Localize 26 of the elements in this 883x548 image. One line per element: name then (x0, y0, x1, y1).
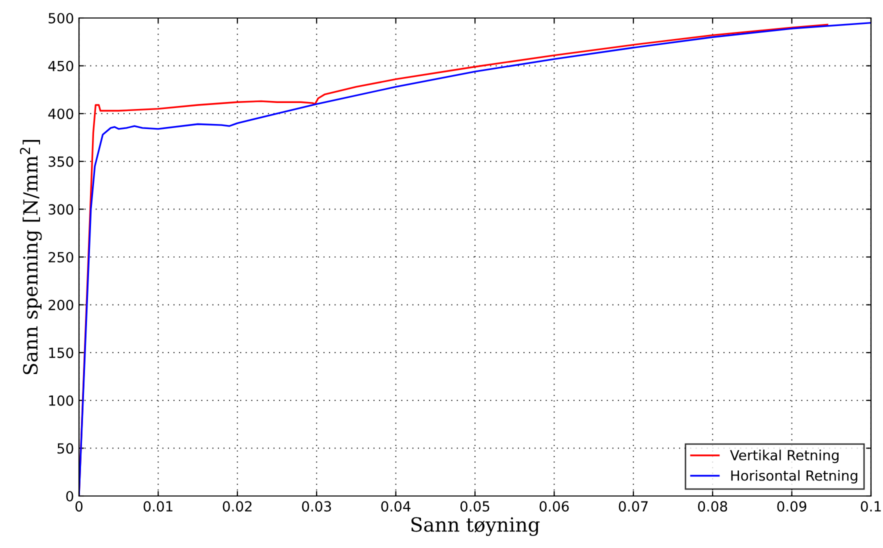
y-tick-label: 500 (48, 12, 74, 24)
x-tick-label: 0.03 (302, 501, 331, 512)
x-tick-label: 0.07 (618, 501, 648, 512)
x-tick-label: 0.06 (540, 501, 569, 512)
y-axis-title: Sann spenning [N/mm$^{2}$] (20, 140, 42, 374)
y-tick-label: 0 (66, 490, 74, 502)
x-tick-label: 0.01 (144, 501, 172, 512)
y-tick-label: 250 (48, 252, 74, 262)
y-tick-label: 100 (49, 395, 74, 406)
y-tick-label: 150 (49, 348, 74, 358)
x-axis-title: Sann tøyning (411, 517, 540, 536)
x-tick-label: 0.09 (777, 501, 806, 512)
x-tick-label: 0.02 (222, 501, 252, 512)
x-tick-label: 0.05 (460, 501, 490, 512)
y-tick-label: 300 (48, 204, 74, 215)
legend-label: Horisontal Retning (731, 470, 858, 484)
x-tick-label: 0 (75, 501, 82, 512)
y-tick-label: 350 (48, 156, 74, 167)
y-tick-label: 400 (48, 108, 74, 120)
x-tick-label: 0.04 (381, 501, 410, 512)
y-tick-label: 50 (58, 443, 74, 454)
x-tick-label: 0.08 (698, 501, 728, 512)
legend-label: Vertikal Retning (730, 450, 839, 464)
y-tick-label: 450 (48, 60, 74, 72)
x-tick-label: 0.1 (860, 501, 881, 512)
y-tick-label: 200 (48, 300, 74, 310)
